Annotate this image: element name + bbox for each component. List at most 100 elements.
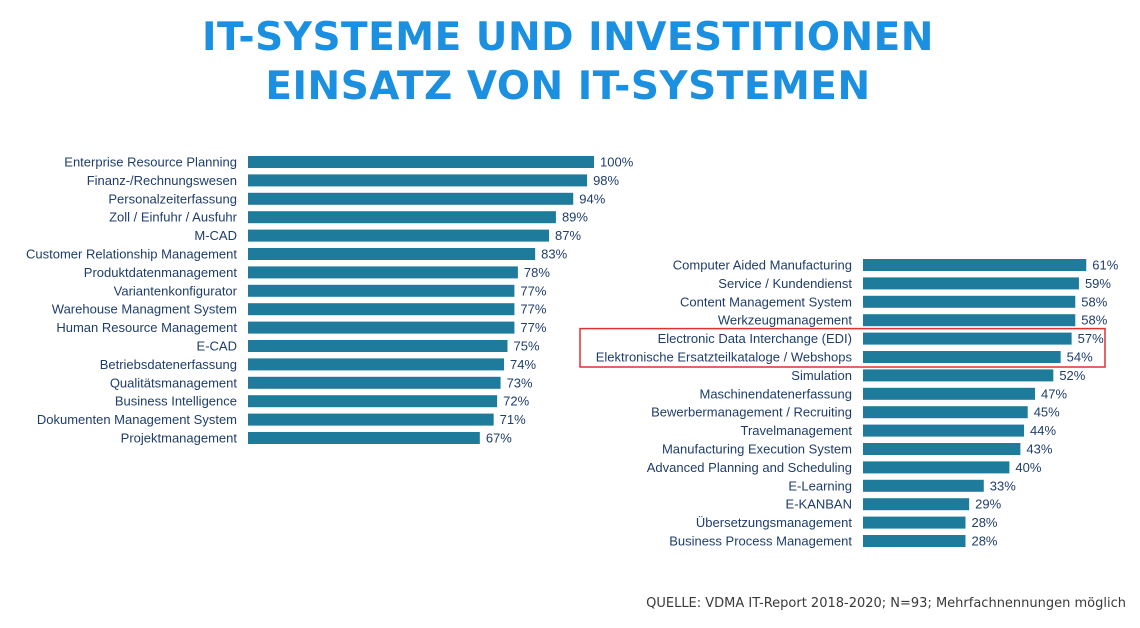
left-bar — [248, 395, 498, 408]
left-value-label: 77% — [520, 283, 546, 298]
right-category-label: Elektronische Ersatzteilkataloge / Websh… — [596, 350, 853, 365]
left-bar — [248, 321, 515, 334]
right-value-label: 40% — [1015, 460, 1041, 475]
left-category-label: Enterprise Resource Planning — [64, 155, 237, 170]
left-value-label: 83% — [541, 247, 567, 262]
right-category-label: Travelmanagement — [740, 423, 852, 438]
right-category-label: Service / Kundendienst — [718, 276, 852, 291]
left-bar — [248, 266, 518, 279]
left-bar — [248, 303, 515, 316]
right-category-label: Content Management System — [680, 294, 852, 309]
right-category-label: Manufacturing Execution System — [662, 442, 852, 457]
left-bar — [248, 413, 494, 426]
left-bar — [248, 358, 505, 371]
left-value-label: 71% — [500, 412, 526, 427]
right-value-label: 58% — [1081, 313, 1107, 328]
left-value-label: 75% — [514, 339, 540, 354]
right-category-label: E-Learning — [788, 478, 852, 493]
left-category-label: Qualitätsmanagement — [110, 375, 238, 390]
left-category-label: Produktdatenmanagement — [84, 265, 238, 280]
right-value-label: 28% — [971, 515, 997, 530]
right-category-label: Bewerbermanagement / Recruiting — [651, 405, 852, 420]
right-bar-chart: Computer Aided Manufacturing 61% Service /… — [579, 258, 1119, 549]
right-value-label: 61% — [1092, 258, 1118, 273]
right-value-label: 52% — [1059, 368, 1085, 383]
right-value-label: 45% — [1034, 405, 1060, 420]
left-value-label: 94% — [579, 191, 605, 206]
right-bar — [863, 461, 1010, 474]
right-value-label: 58% — [1081, 294, 1107, 309]
left-bar — [248, 174, 588, 187]
left-category-label: Variantenkonfigurator — [114, 283, 238, 298]
left-bar — [248, 229, 550, 242]
left-category-label: Personalzeiterfassung — [108, 191, 237, 206]
left-category-label: Warehouse Managment System — [52, 302, 237, 317]
left-bar — [248, 376, 501, 389]
left-category-label: E-CAD — [197, 339, 237, 354]
right-bar — [863, 259, 1087, 271]
right-value-label: 59% — [1085, 276, 1111, 291]
chart-title-line-1: IT-SYSTEME UND INVESTITIONEN — [202, 15, 934, 60]
right-bar — [863, 443, 1021, 455]
left-value-label: 77% — [520, 320, 546, 335]
right-bar — [863, 295, 1076, 308]
right-bar — [863, 516, 966, 529]
right-category-label: Simulation — [791, 368, 852, 383]
right-category-label: Werkzeugmanagement — [718, 313, 853, 328]
right-category-label: Business Process Management — [669, 534, 852, 549]
left-value-label: 89% — [562, 210, 588, 225]
left-value-label: 74% — [510, 357, 536, 372]
right-category-label: Übersetzungsmanagement — [696, 515, 852, 530]
left-value-label: 72% — [503, 394, 529, 409]
left-value-label: 98% — [593, 173, 619, 188]
left-bar — [248, 156, 594, 168]
left-category-label: Dokumenten Management System — [37, 412, 237, 427]
right-bar — [863, 406, 1028, 419]
left-category-label: Projektmanagement — [121, 431, 238, 446]
right-bar — [863, 277, 1079, 290]
right-value-label: 29% — [975, 497, 1001, 512]
source-note: QUELLE: VDMA IT-Report 2018-2020; N=93; … — [646, 596, 1126, 611]
right-value-label: 57% — [1078, 331, 1104, 346]
right-value-label: 43% — [1026, 442, 1052, 457]
right-value-label: 28% — [971, 534, 997, 549]
right-category-label: Advanced Planning and Scheduling — [647, 460, 852, 475]
left-value-label: 77% — [520, 302, 546, 317]
right-bar — [863, 369, 1054, 382]
right-bar — [863, 498, 970, 511]
left-bar — [248, 432, 480, 444]
left-bar — [248, 192, 574, 205]
right-bar — [863, 387, 1036, 400]
left-category-label: Finanz-/Rechnungswesen — [87, 173, 237, 188]
right-bar — [863, 332, 1072, 345]
left-value-label: 73% — [507, 375, 533, 390]
right-category-label: Maschinendatenerfassung — [700, 386, 853, 401]
left-bar — [248, 211, 556, 224]
right-bar — [863, 479, 984, 492]
left-value-label: 67% — [486, 431, 512, 446]
left-category-label: Human Resource Management — [56, 320, 237, 335]
right-value-label: 33% — [990, 478, 1016, 493]
right-bar — [863, 424, 1025, 437]
left-bar — [248, 248, 536, 260]
chart-title-line-2: EINSATZ VON IT-SYSTEMEN — [265, 64, 871, 109]
left-category-label: Business Intelligence — [115, 394, 237, 409]
left-bar-chart: Enterprise Resource Planning 100% Finanz-/… — [26, 155, 634, 446]
right-category-label: E-KANBAN — [786, 497, 852, 512]
right-value-label: 44% — [1030, 423, 1056, 438]
right-bar — [863, 351, 1061, 363]
left-bar — [248, 284, 515, 297]
right-highlight-box — [579, 327, 1106, 368]
right-bar — [863, 314, 1076, 327]
right-bar — [863, 535, 966, 547]
left-value-label: 78% — [524, 265, 550, 280]
left-bar — [248, 340, 508, 352]
left-category-label: M-CAD — [194, 228, 237, 243]
right-category-label: Electronic Data Interchange (EDI) — [658, 331, 852, 346]
left-category-label: Zoll / Einfuhr / Ausfuhr — [109, 210, 238, 225]
left-value-label: 87% — [555, 228, 581, 243]
right-value-label: 54% — [1067, 350, 1093, 365]
right-category-label: Computer Aided Manufacturing — [673, 258, 852, 273]
left-value-label: 100% — [600, 155, 634, 170]
